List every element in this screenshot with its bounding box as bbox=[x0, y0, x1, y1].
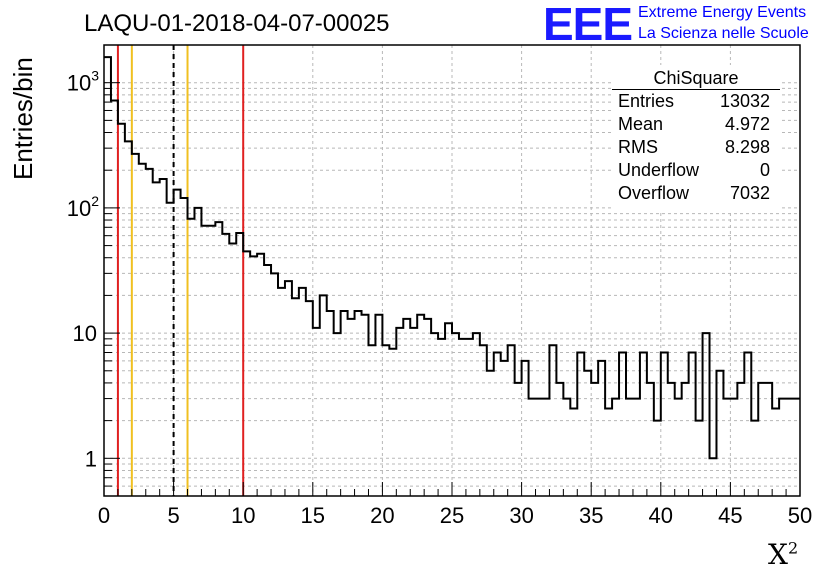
y-tick-label: 102 bbox=[67, 193, 99, 221]
logo-line-1: Extreme Energy Events bbox=[638, 4, 807, 21]
stats-label: Mean bbox=[618, 114, 664, 134]
stats-label: Underflow bbox=[618, 160, 700, 180]
x-tick-label: 10 bbox=[231, 503, 255, 528]
stats-label: Overflow bbox=[618, 183, 690, 203]
stats-title: ChiSquare bbox=[612, 65, 780, 90]
reference-lines bbox=[116, 45, 245, 496]
stats-row-mean: Mean 4.972 bbox=[612, 113, 780, 136]
x-tick-label: 20 bbox=[370, 503, 394, 528]
x-tick-label: 15 bbox=[301, 503, 325, 528]
stats-value: 4.972 bbox=[724, 114, 770, 134]
stats-label: RMS bbox=[618, 137, 658, 157]
x-tick-label: 35 bbox=[579, 503, 603, 528]
x-tick-label: 5 bbox=[167, 503, 179, 528]
x-tick-label: 45 bbox=[718, 503, 742, 528]
stats-value: 7032 bbox=[729, 183, 770, 203]
x-axis-label-base: X bbox=[768, 538, 788, 571]
x-tick-label: 0 bbox=[98, 503, 110, 528]
x-tick-label: 25 bbox=[440, 503, 464, 528]
y-tick-label: 1 bbox=[85, 446, 97, 471]
axis-ticks bbox=[103, 44, 801, 497]
grid-lines bbox=[104, 44, 800, 497]
chart-title: LAQU-01-2018-04-07-00025 bbox=[84, 10, 390, 37]
x-tick-label: 50 bbox=[788, 503, 812, 528]
stats-box: ChiSquare Entries 13032 Mean 4.972 RMS 8… bbox=[612, 65, 780, 210]
x-tick-label: 40 bbox=[649, 503, 673, 528]
stats-row-underflow: Underflow 0 bbox=[612, 159, 780, 182]
logo-line-2: La Scienza nelle Scuole bbox=[638, 25, 809, 42]
stats-row-overflow: Overflow 7032 bbox=[612, 182, 780, 205]
stats-label: Entries bbox=[618, 91, 675, 111]
y-tick-label: 103 bbox=[67, 68, 99, 96]
axis-tick-labels: 0 5 10 15 20 25 30 35 40 45 50 1 10 102 103 bbox=[67, 68, 813, 528]
histogram-step-line bbox=[104, 56, 800, 460]
stats-value: 8.298 bbox=[724, 137, 770, 157]
x-tick-label: 30 bbox=[509, 503, 533, 528]
stats-value: 0 bbox=[759, 160, 770, 180]
stats-row-entries: Entries 13032 bbox=[612, 90, 780, 113]
y-tick-label: 10 bbox=[73, 321, 97, 346]
y-axis-label: Entries/bin bbox=[8, 57, 38, 180]
stats-row-rms: RMS 8.298 bbox=[612, 136, 780, 159]
x-axis-label-sup: 2 bbox=[787, 538, 799, 558]
eee-logo: EEE bbox=[543, 0, 633, 50]
stats-value: 13032 bbox=[719, 91, 770, 111]
x-axis-label: X2 bbox=[768, 538, 798, 571]
